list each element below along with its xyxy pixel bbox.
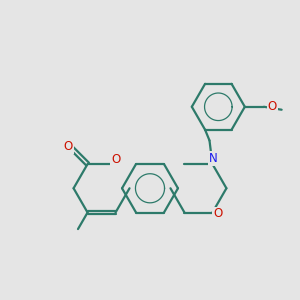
Text: O: O xyxy=(213,208,222,220)
Text: O: O xyxy=(111,152,120,166)
Text: O: O xyxy=(64,140,73,153)
Text: N: N xyxy=(209,152,218,165)
Text: O: O xyxy=(268,100,277,113)
